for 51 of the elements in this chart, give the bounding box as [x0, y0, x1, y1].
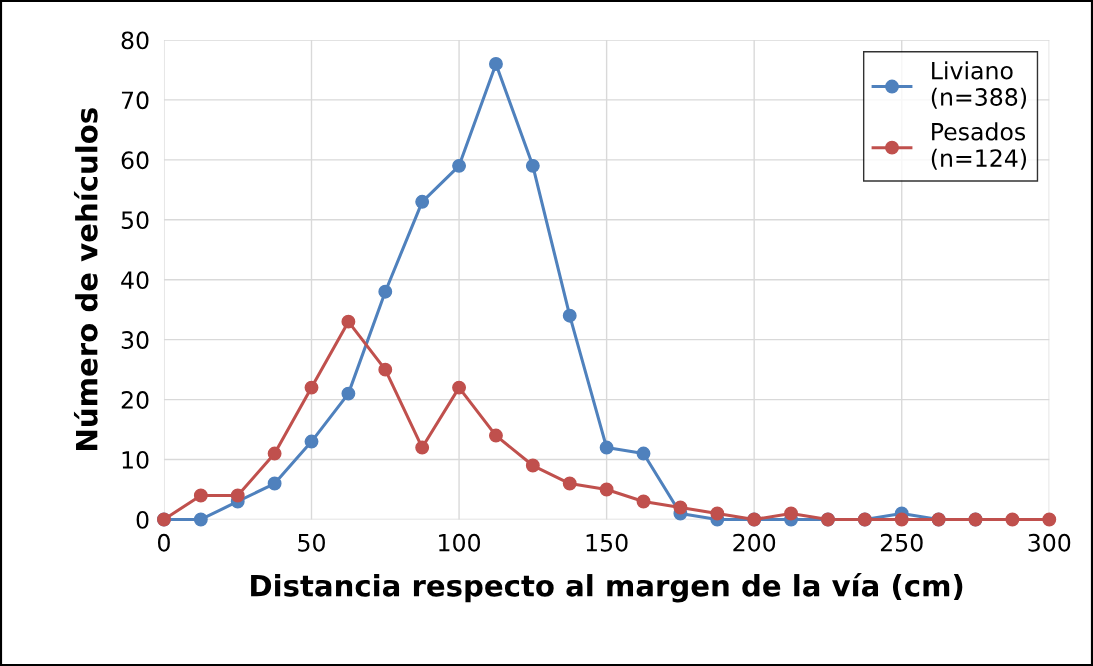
point — [599, 482, 614, 497]
point — [562, 308, 577, 323]
point — [599, 440, 614, 455]
point — [636, 494, 651, 509]
point — [525, 158, 540, 173]
point — [415, 194, 430, 209]
point — [784, 506, 799, 521]
y-tick-label: 10 — [122, 450, 149, 469]
y-tick-label: 60 — [121, 151, 149, 170]
x-tick-label: 200 — [733, 533, 776, 552]
x-tick-label: 300 — [1028, 533, 1071, 552]
point — [1042, 512, 1057, 527]
legend-label: Liviano (n=388) — [931, 61, 1026, 109]
point — [415, 440, 430, 455]
y-tick-label: 50 — [121, 211, 149, 230]
point — [894, 512, 909, 527]
point — [193, 512, 208, 527]
y-tick-label: 70 — [121, 91, 149, 110]
x-tick-label: 50 — [298, 533, 325, 552]
point — [673, 500, 688, 515]
x-axis-title: Distancia respecto al margen de la vía (cm) — [251, 572, 963, 603]
point — [267, 446, 282, 461]
point — [489, 56, 503, 71]
y-tick-label: 30 — [121, 331, 149, 349]
point — [341, 314, 356, 329]
x-tick-label: 0 — [158, 533, 170, 552]
point — [304, 434, 319, 449]
x-tick-label: 100 — [439, 533, 481, 552]
y-tick-label: 0 — [136, 510, 149, 529]
y-axis-title: Número de vehículos — [73, 108, 98, 450]
point — [341, 386, 356, 401]
point — [636, 446, 651, 461]
point — [193, 488, 208, 503]
point — [562, 476, 577, 491]
x-tick-label: 150 — [586, 533, 628, 552]
point — [452, 380, 467, 395]
point — [1005, 512, 1020, 527]
y-tick-label: 40 — [121, 271, 149, 290]
point — [452, 158, 467, 173]
point — [378, 284, 393, 299]
point — [378, 362, 393, 377]
y-tick-label: 20 — [121, 391, 149, 409]
y-tick-label: 80 — [121, 31, 149, 50]
point — [489, 428, 503, 443]
x-tick-label: 250 — [880, 533, 923, 552]
point — [267, 476, 282, 491]
point — [710, 506, 725, 521]
legend-label: Pesados (n=124) — [931, 122, 1026, 170]
point — [230, 488, 245, 503]
point — [525, 458, 540, 473]
point — [304, 380, 319, 395]
